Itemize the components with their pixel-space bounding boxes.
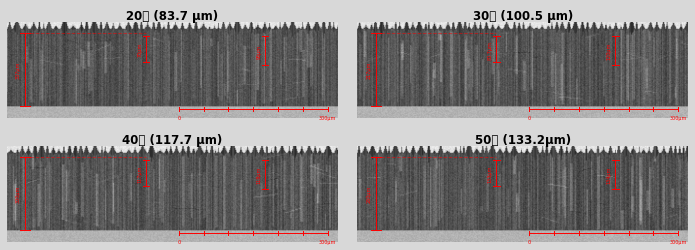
- Text: 300μm: 300μm: [669, 115, 687, 120]
- Title: 30회 (100.5 μm): 30회 (100.5 μm): [473, 10, 573, 22]
- Text: 300μm: 300μm: [319, 239, 336, 244]
- Text: 307μm: 307μm: [16, 62, 21, 79]
- Text: 120μm: 120μm: [607, 43, 612, 60]
- Text: 95μm: 95μm: [256, 44, 261, 59]
- Text: 300μm: 300μm: [669, 239, 687, 244]
- Text: 134μm: 134μm: [607, 166, 612, 184]
- Title: 50회 (133.2μm): 50회 (133.2μm): [475, 133, 571, 146]
- Text: 133μm: 133μm: [488, 165, 493, 182]
- Text: 0: 0: [177, 115, 181, 120]
- Text: 0: 0: [177, 239, 181, 244]
- Title: 20회 (83.7 μm): 20회 (83.7 μm): [126, 10, 218, 22]
- Text: 118μm: 118μm: [256, 166, 261, 184]
- Text: 300μm: 300μm: [319, 115, 336, 120]
- Title: 40회 (117.7 μm): 40회 (117.7 μm): [122, 133, 222, 146]
- Text: 260μm: 260μm: [366, 185, 372, 202]
- Text: 80.7μm: 80.7μm: [488, 40, 493, 60]
- Text: 70μm: 70μm: [138, 43, 142, 57]
- Text: 300μm: 300μm: [16, 185, 21, 202]
- Text: 217μm: 217μm: [366, 62, 372, 79]
- Text: 0: 0: [528, 239, 531, 244]
- Text: 0: 0: [528, 115, 531, 120]
- Text: 117μm: 117μm: [138, 165, 142, 182]
